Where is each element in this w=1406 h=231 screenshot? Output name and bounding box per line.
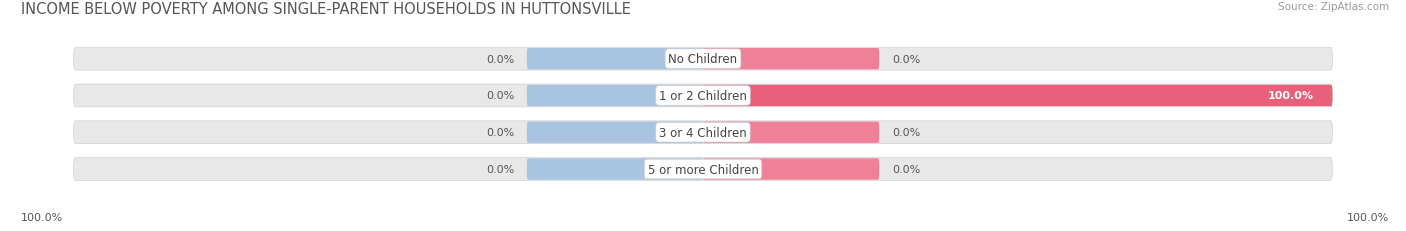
Text: 1 or 2 Children: 1 or 2 Children bbox=[659, 90, 747, 103]
Text: 0.0%: 0.0% bbox=[486, 55, 515, 64]
FancyBboxPatch shape bbox=[73, 121, 1333, 144]
FancyBboxPatch shape bbox=[703, 85, 1333, 107]
Text: 0.0%: 0.0% bbox=[486, 91, 515, 101]
FancyBboxPatch shape bbox=[73, 158, 1333, 181]
Text: 0.0%: 0.0% bbox=[891, 128, 920, 138]
FancyBboxPatch shape bbox=[73, 48, 1333, 71]
Text: 0.0%: 0.0% bbox=[891, 164, 920, 174]
Text: 100.0%: 100.0% bbox=[21, 212, 63, 222]
Text: 0.0%: 0.0% bbox=[891, 55, 920, 64]
FancyBboxPatch shape bbox=[703, 122, 879, 143]
FancyBboxPatch shape bbox=[527, 159, 703, 180]
FancyBboxPatch shape bbox=[73, 85, 1333, 107]
Text: INCOME BELOW POVERTY AMONG SINGLE-PARENT HOUSEHOLDS IN HUTTONSVILLE: INCOME BELOW POVERTY AMONG SINGLE-PARENT… bbox=[21, 2, 631, 17]
FancyBboxPatch shape bbox=[527, 85, 703, 107]
Text: No Children: No Children bbox=[668, 53, 738, 66]
FancyBboxPatch shape bbox=[703, 49, 879, 70]
FancyBboxPatch shape bbox=[527, 49, 703, 70]
FancyBboxPatch shape bbox=[703, 159, 879, 180]
Text: 0.0%: 0.0% bbox=[486, 128, 515, 138]
Text: 100.0%: 100.0% bbox=[1347, 212, 1389, 222]
Text: 5 or more Children: 5 or more Children bbox=[648, 163, 758, 176]
Text: Source: ZipAtlas.com: Source: ZipAtlas.com bbox=[1278, 2, 1389, 12]
Text: 3 or 4 Children: 3 or 4 Children bbox=[659, 126, 747, 139]
Text: 100.0%: 100.0% bbox=[1267, 91, 1313, 101]
Text: 0.0%: 0.0% bbox=[486, 164, 515, 174]
FancyBboxPatch shape bbox=[527, 122, 703, 143]
